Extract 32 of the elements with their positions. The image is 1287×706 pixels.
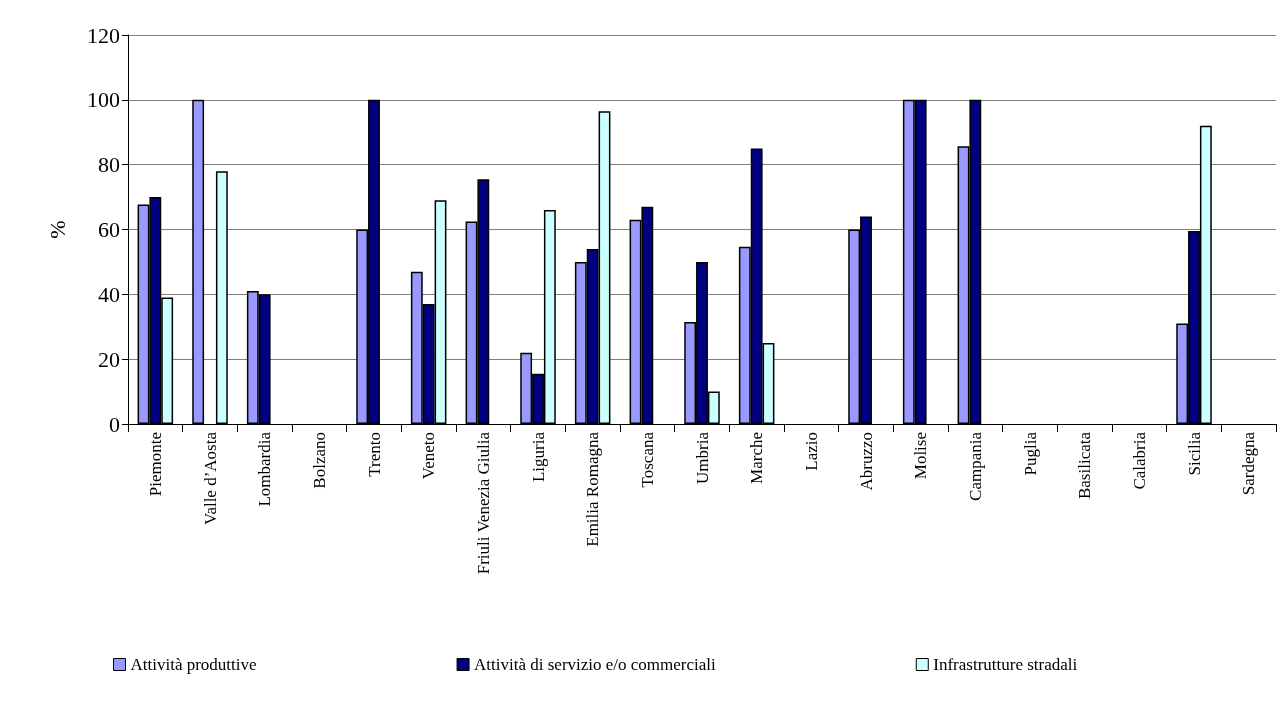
x-tick-label: Piemonte — [145, 432, 165, 497]
x-tick-label: Puglia — [1020, 431, 1040, 476]
x-tick-label: Liguria — [528, 431, 548, 483]
x-tick-label: Veneto — [419, 432, 439, 480]
x-tick-label: Sardegna — [1239, 431, 1259, 496]
legend-label: Infrastrutture stradali — [933, 655, 1078, 674]
y-tick-label: 40 — [98, 281, 120, 307]
x-tick-label: Valle d’Aosta — [200, 431, 220, 526]
x-tick-label: Bolzano — [309, 432, 329, 489]
y-tick-label: 20 — [98, 346, 120, 372]
x-tick-label: Sicilia — [1184, 431, 1204, 476]
y-tick-label: 60 — [98, 217, 120, 242]
x-tick-label: Trento — [364, 432, 384, 477]
x-tick-label: Abruzzo — [856, 432, 876, 491]
legend-label: Attività di servizio e/o commerciali — [474, 655, 717, 674]
x-tick-label: Friuli Venezia Giulia — [473, 431, 493, 575]
y-tick-label: 80 — [98, 152, 120, 178]
x-tick-label: Emilia Romagna — [583, 431, 603, 547]
y-axis-title: % — [44, 220, 70, 239]
x-tick-label: Campania — [965, 431, 985, 501]
x-tick-label: Calabria — [1129, 431, 1149, 490]
x-tick-label: Marche — [747, 432, 767, 484]
x-tick-label: Toscana — [637, 431, 657, 488]
y-tick-label: 120 — [87, 22, 120, 48]
x-tick-label: Umbria — [692, 431, 712, 484]
x-tick-label: Lombardia — [255, 431, 275, 507]
x-tick-label: Molise — [911, 432, 931, 480]
x-tick-label: Basilicata — [1075, 431, 1095, 500]
x-tick-label: Lazio — [801, 432, 821, 471]
legend-label: Attività produttive — [130, 655, 257, 674]
y-tick-label: 100 — [87, 87, 120, 113]
y-tick-label: 0 — [109, 411, 120, 437]
